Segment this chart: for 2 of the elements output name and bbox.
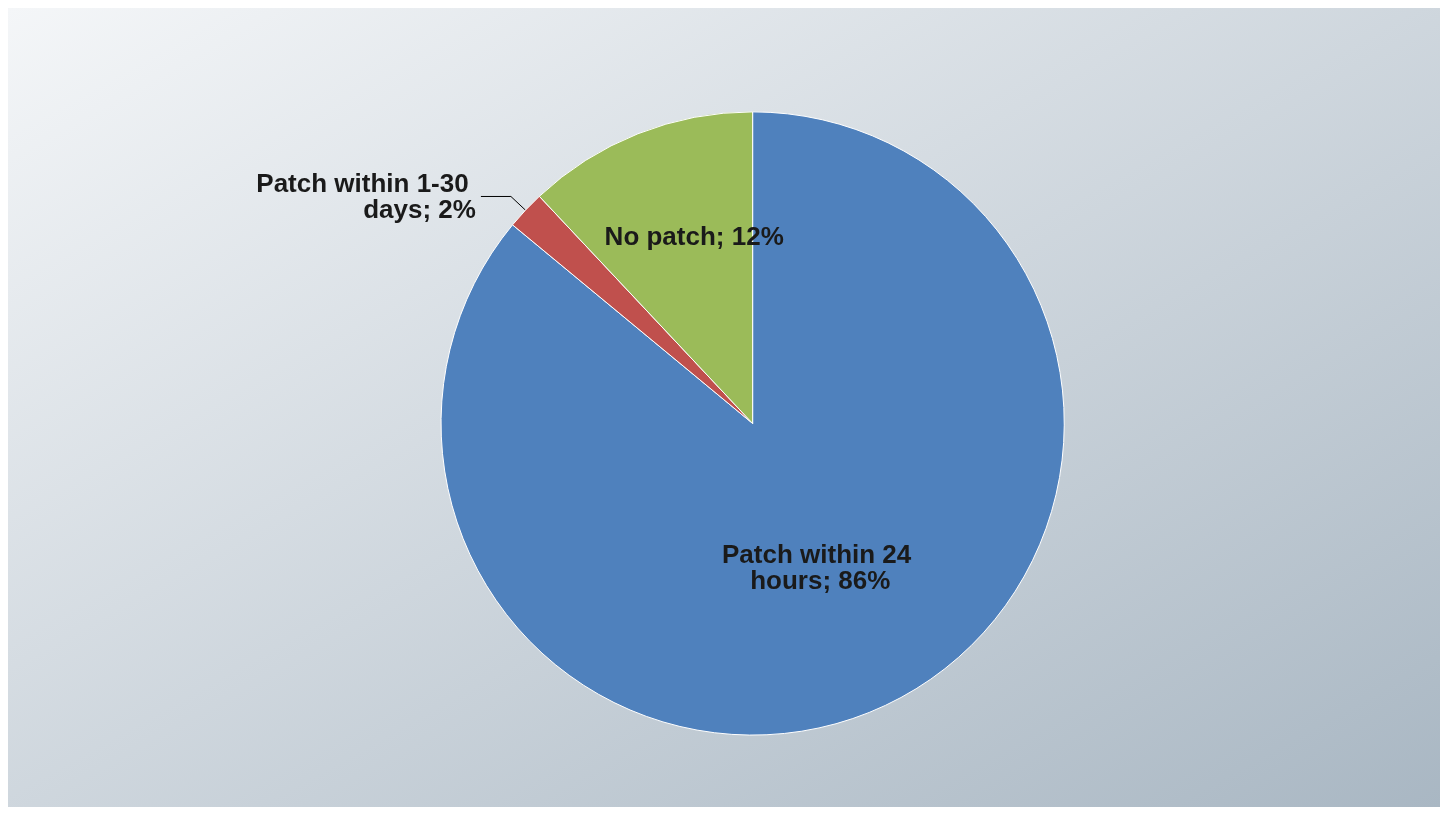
slice-label: Patch within 1-30 days; 2% (256, 168, 476, 225)
slice-label: Patch within 24 hours; 86% (722, 539, 919, 596)
